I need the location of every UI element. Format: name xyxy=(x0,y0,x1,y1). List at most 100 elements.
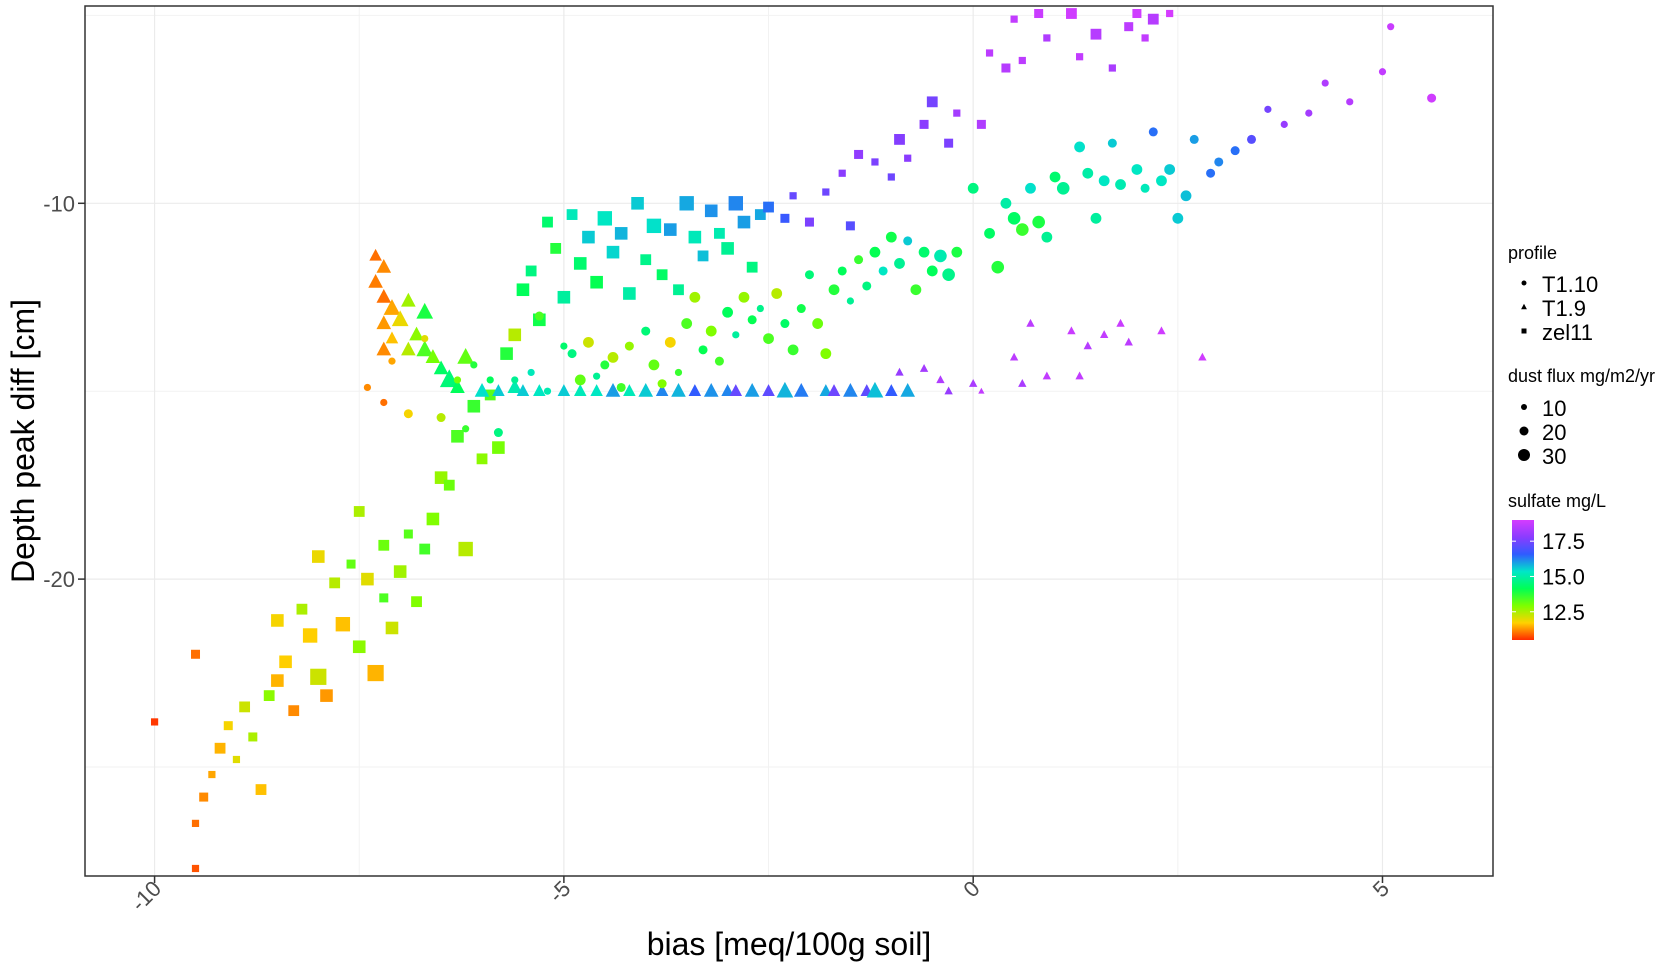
data-point xyxy=(492,441,505,454)
data-point xyxy=(623,384,636,396)
data-point xyxy=(614,227,628,240)
data-point xyxy=(1009,352,1019,361)
data-point xyxy=(1172,212,1184,224)
data-point xyxy=(838,169,846,177)
data-point xyxy=(616,382,626,392)
data-point xyxy=(936,375,945,384)
data-point xyxy=(335,617,351,632)
data-point xyxy=(450,379,465,394)
data-point xyxy=(1116,318,1125,327)
legend-size-key xyxy=(1521,404,1527,410)
data-point xyxy=(416,302,434,319)
data-point xyxy=(837,266,847,276)
data-point xyxy=(827,384,841,396)
data-point xyxy=(674,368,683,377)
data-point xyxy=(984,227,995,239)
data-point xyxy=(511,376,519,384)
data-point xyxy=(895,367,904,376)
data-point xyxy=(391,310,409,327)
data-point xyxy=(688,384,702,396)
colorbar xyxy=(1512,520,1534,640)
data-point xyxy=(871,158,879,166)
data-point xyxy=(191,864,200,873)
data-point xyxy=(664,223,677,236)
data-point xyxy=(467,399,481,413)
data-point xyxy=(593,372,601,380)
data-point xyxy=(353,506,365,517)
data-point xyxy=(934,249,947,263)
series-T1.9 xyxy=(368,248,1207,398)
data-point xyxy=(1427,93,1437,103)
data-point xyxy=(1034,9,1044,19)
data-point xyxy=(756,304,764,313)
y-tick-label: -10 xyxy=(43,191,75,216)
data-point xyxy=(671,383,686,397)
data-point xyxy=(433,360,449,375)
y-axis-title: Depth peak diff [cm] xyxy=(5,299,41,583)
data-point xyxy=(492,384,505,396)
data-point xyxy=(894,134,905,145)
data-point xyxy=(789,192,797,200)
data-point xyxy=(721,242,734,255)
data-point xyxy=(646,218,662,234)
legend-size-key xyxy=(1518,449,1530,461)
x-tick-label: 0 xyxy=(958,876,984,902)
data-point xyxy=(1032,215,1045,229)
x-axis-title: bias [meq/100g soil] xyxy=(647,926,932,962)
data-point xyxy=(288,705,300,717)
data-point xyxy=(705,325,717,337)
data-point xyxy=(714,227,725,239)
data-point xyxy=(527,368,535,377)
data-point xyxy=(1189,134,1199,144)
data-point xyxy=(1090,212,1102,224)
x-axis-ticks: -10 -5 0 5 xyxy=(126,876,1394,916)
legend-profile-label: zel11 xyxy=(1542,320,1593,345)
data-point xyxy=(1001,63,1011,73)
data-point xyxy=(425,349,441,363)
data-point xyxy=(754,209,766,220)
data-point xyxy=(470,361,478,369)
legend-size-label: 10 xyxy=(1542,396,1566,421)
data-point xyxy=(296,603,308,615)
data-point xyxy=(697,250,709,262)
data-point xyxy=(738,291,750,303)
data-point xyxy=(894,258,905,269)
data-point xyxy=(516,283,530,297)
data-point xyxy=(1140,183,1150,193)
data-point xyxy=(590,384,603,396)
data-point xyxy=(516,384,530,396)
data-point xyxy=(573,257,587,270)
legend-profile-title: profile xyxy=(1508,243,1557,263)
data-point xyxy=(638,383,654,397)
data-point xyxy=(271,674,284,687)
data-point xyxy=(1147,13,1159,25)
data-point xyxy=(1076,53,1084,61)
data-point xyxy=(1018,379,1027,387)
legend-size-key xyxy=(1519,426,1529,436)
legend-sulfate: sulfate mg/L 17.5 15.0 12.5 xyxy=(1508,491,1606,640)
legend-size-label: 20 xyxy=(1542,420,1566,445)
data-point xyxy=(484,389,496,401)
data-point xyxy=(763,333,774,344)
data-point xyxy=(1387,23,1395,31)
x-tick-label: -10 xyxy=(126,876,166,916)
data-point xyxy=(985,49,994,57)
data-point xyxy=(606,245,620,259)
data-point xyxy=(845,221,855,231)
data-point xyxy=(376,315,392,330)
data-point xyxy=(771,288,783,299)
data-point xyxy=(721,384,734,396)
data-point xyxy=(368,274,383,288)
data-point xyxy=(1198,352,1207,361)
data-point xyxy=(704,204,718,218)
data-point xyxy=(623,287,636,300)
data-point xyxy=(500,347,513,360)
data-point xyxy=(419,543,431,555)
data-point xyxy=(703,383,719,397)
data-point xyxy=(443,479,455,491)
data-point xyxy=(926,265,938,277)
data-point xyxy=(1016,223,1029,236)
data-point xyxy=(729,384,743,396)
data-point xyxy=(239,701,251,713)
